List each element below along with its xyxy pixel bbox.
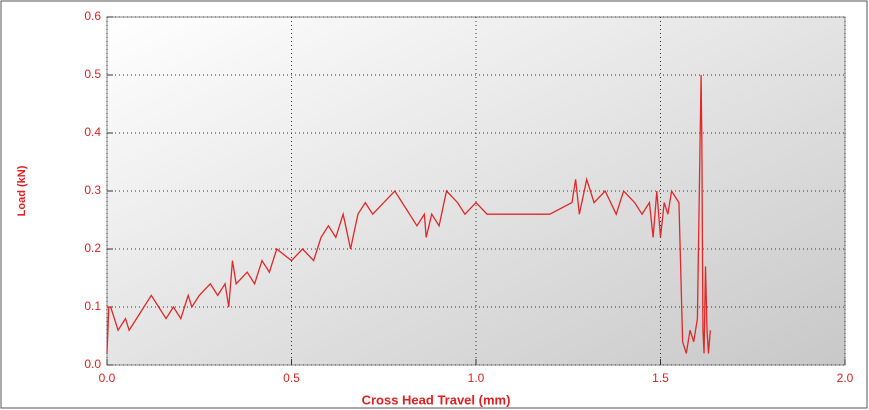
y-tick-label: 0.0: [84, 357, 101, 371]
y-tick-label: 0.2: [84, 241, 101, 255]
x-tick-label: 2.0: [837, 371, 854, 385]
y-axis-label: Load (kN): [16, 165, 28, 216]
y-tick-label: 0.4: [84, 125, 101, 139]
y-tick-label: 0.1: [84, 299, 101, 313]
x-tick-label: 0.0: [99, 371, 116, 385]
y-tick-label: 0.5: [84, 67, 101, 81]
y-tick-label: 0.3: [84, 183, 101, 197]
x-tick-label: 1.5: [652, 371, 669, 385]
x-axis-label: Cross Head Travel (mm): [362, 392, 511, 407]
x-tick-label: 1.0: [468, 371, 485, 385]
data-line: [106, 74, 711, 354]
y-tick-label: 0.6: [84, 9, 101, 23]
x-tick-label: 0.5: [283, 371, 300, 385]
